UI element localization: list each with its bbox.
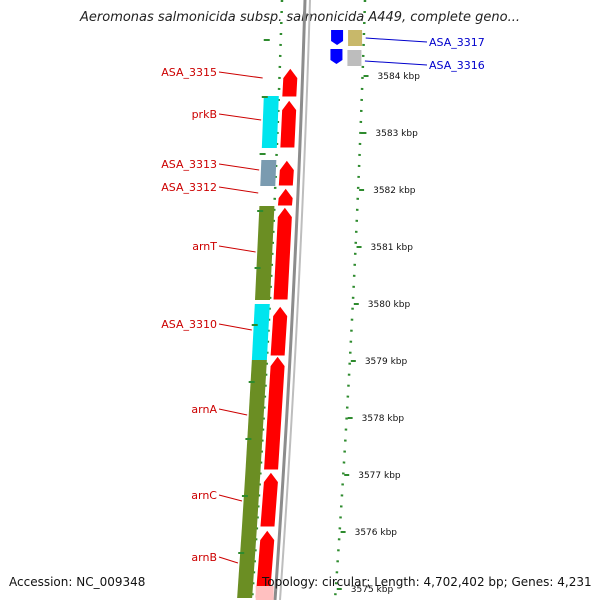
gene-block[interactable]: [347, 50, 362, 66]
gene-label-leader: [218, 323, 252, 331]
forward-gene-arrow[interactable]: [279, 99, 298, 149]
gene-block[interactable]: [261, 96, 279, 148]
gene-label[interactable]: ASA_3315: [161, 66, 217, 79]
gene-label-leader: [218, 163, 260, 171]
gene-block[interactable]: [241, 470, 261, 528]
gene-label-leader: [218, 186, 259, 194]
forward-gene-arrow[interactable]: [263, 355, 286, 471]
backbone-line: [273, 0, 307, 600]
scale-label: 3581 kbp: [371, 243, 414, 253]
scale-label: 3578 kbp: [362, 414, 405, 424]
topology-label: Topology: circular; Length: 4,702,402 bp…: [262, 575, 592, 589]
gene-label[interactable]: prkB: [192, 108, 217, 121]
gene-block[interactable]: [255, 586, 274, 600]
gene-label[interactable]: arnT: [192, 240, 217, 253]
gene-label[interactable]: ASA_3310: [161, 318, 217, 331]
gene-label[interactable]: ASA_3316: [429, 59, 485, 72]
scale-label: 3580 kbp: [368, 300, 411, 310]
scale-label: 3575 kbp: [351, 585, 394, 595]
scale-label: 3582 kbp: [373, 186, 416, 196]
gene-label-leader: [364, 60, 428, 66]
reverse-gene-arrow[interactable]: [331, 30, 344, 45]
gene-label-leader: [218, 113, 262, 121]
scale-label: 3576 kbp: [355, 528, 398, 538]
forward-gene-arrow[interactable]: [272, 206, 293, 301]
inner-dotted-ring: [250, 0, 284, 600]
gene-label-leader: [218, 494, 243, 502]
scale-label: 3584 kbp: [378, 72, 421, 82]
forward-gene-arrow[interactable]: [269, 305, 289, 357]
map-title: Aeromonas salmonicida subsp. salmonicida…: [80, 10, 520, 25]
gene-label[interactable]: arnC: [191, 489, 217, 502]
scale-label: 3579 kbp: [365, 357, 408, 367]
gene-label-leader: [365, 37, 428, 43]
gene-label-leader: [218, 71, 263, 79]
forward-gene-arrow[interactable]: [259, 471, 279, 528]
gene-label[interactable]: arnA: [191, 403, 217, 416]
gene-label[interactable]: ASA_3312: [161, 181, 217, 194]
gene-block[interactable]: [237, 528, 257, 598]
gene-label-leader: [218, 245, 256, 253]
backbone-shadow: [279, 0, 311, 600]
gene-block[interactable]: [348, 30, 363, 46]
gene-block[interactable]: [251, 304, 270, 360]
forward-gene-arrow[interactable]: [276, 187, 294, 207]
gene-block[interactable]: [255, 206, 275, 300]
gene-block[interactable]: [260, 160, 277, 186]
gene-label-leader: [218, 556, 239, 564]
scale-label: 3577 kbp: [358, 471, 401, 481]
accession-label: Accession: NC_009348: [9, 575, 146, 589]
scale-label: 3583 kbp: [375, 129, 418, 139]
outer-dotted-ring: [333, 0, 367, 600]
gene-block[interactable]: [245, 360, 267, 470]
reverse-gene-arrow[interactable]: [330, 49, 343, 64]
forward-gene-arrow[interactable]: [281, 67, 299, 98]
gene-label[interactable]: ASA_3313: [161, 158, 217, 171]
gene-label[interactable]: ASA_3317: [429, 36, 485, 49]
forward-gene-arrow[interactable]: [277, 159, 295, 187]
gene-label[interactable]: arnB: [191, 551, 217, 564]
gene-label-leader: [218, 408, 248, 416]
